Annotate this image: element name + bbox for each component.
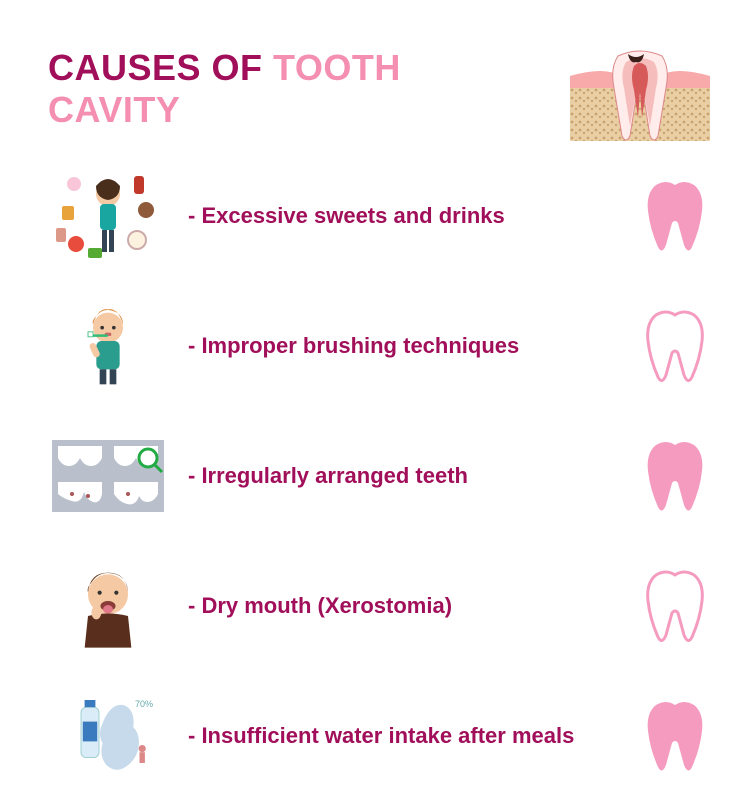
item-label: - Improper brushing techniques bbox=[168, 333, 640, 359]
list-item: 70% - Insufficient water intake after me… bbox=[48, 686, 710, 786]
title-line-2: CAVITY bbox=[48, 90, 401, 130]
title-line-1: CAUSES OF TOOTH bbox=[48, 48, 401, 88]
list-item: - Irregularly arranged teeth bbox=[48, 426, 710, 526]
page-title: CAUSES OF TOOTH CAVITY bbox=[48, 48, 401, 129]
teeth-grid-icon bbox=[48, 426, 168, 526]
dry-mouth-boy-icon bbox=[48, 556, 168, 656]
tooth-icon bbox=[640, 436, 710, 516]
causes-list: - Excessive sweets and drinks bbox=[0, 158, 750, 786]
tooth-icon bbox=[640, 696, 710, 776]
header: CAUSES OF TOOTH CAVITY bbox=[0, 0, 750, 158]
tooth-icon bbox=[640, 306, 710, 386]
svg-text:70%: 70% bbox=[135, 699, 153, 709]
tooth-icon bbox=[640, 176, 710, 256]
item-label: - Dry mouth (Xerostomia) bbox=[168, 593, 640, 619]
item-label: - Insufficient water intake after meals bbox=[168, 723, 640, 749]
list-item: - Dry mouth (Xerostomia) bbox=[48, 556, 710, 656]
title-part1: CAUSES OF bbox=[48, 47, 273, 88]
tooth-icon bbox=[640, 566, 710, 646]
item-label: - Irregularly arranged teeth bbox=[168, 463, 640, 489]
sweets-icon bbox=[48, 166, 168, 266]
tooth-crosssection-illustration bbox=[570, 48, 710, 148]
list-item: - Excessive sweets and drinks bbox=[48, 166, 710, 266]
list-item: - Improper brushing techniques bbox=[48, 296, 710, 396]
water-icon: 70% bbox=[48, 686, 168, 786]
item-label: - Excessive sweets and drinks bbox=[168, 203, 640, 229]
brushing-boy-icon bbox=[48, 296, 168, 396]
title-part2: TOOTH bbox=[273, 47, 401, 88]
